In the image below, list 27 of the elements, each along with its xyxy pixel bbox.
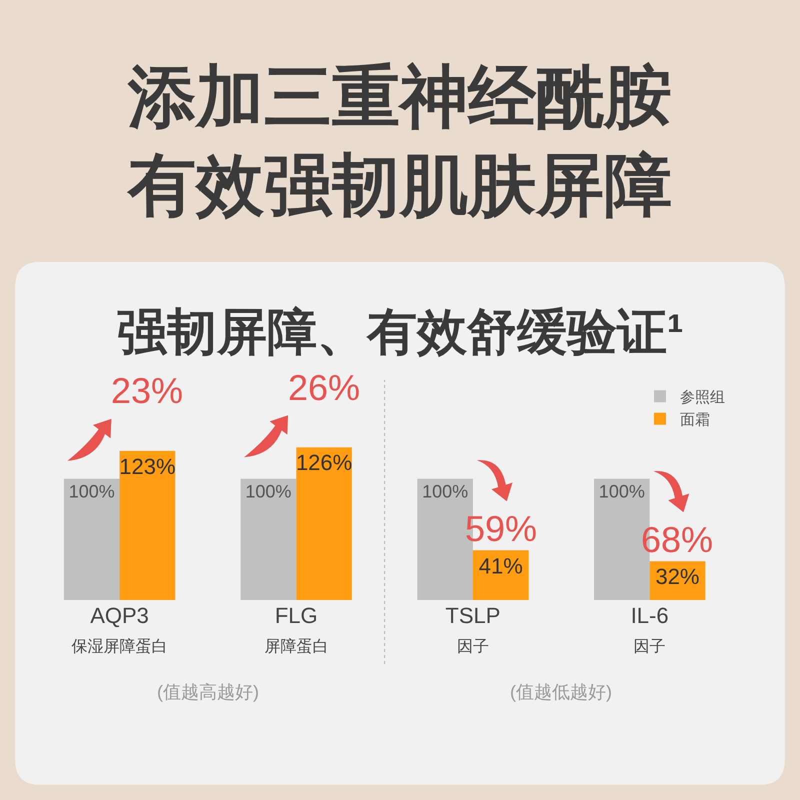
annotation: 23% xyxy=(111,370,184,411)
x-tick-label: TSLP 因子 xyxy=(445,603,500,656)
data-label: 100% xyxy=(68,482,115,502)
chart-subtitle: 强韧屏障、有效舒缓验证¹ xyxy=(117,304,684,360)
chart-title: 添加三重神经酰胺有效强韧肌肤屏障 xyxy=(126,59,672,224)
annotation: 26% xyxy=(288,367,360,408)
bar xyxy=(64,478,120,600)
data-label: 32% xyxy=(655,564,700,590)
data-label: 41% xyxy=(478,553,523,578)
bar xyxy=(472,550,529,600)
annotation: 68% xyxy=(641,519,714,560)
legend-label: 面霜 xyxy=(680,412,710,429)
x-tick-label: AQP3 保湿屏障蛋白 xyxy=(72,603,168,656)
data-label: 100% xyxy=(598,482,645,502)
bar xyxy=(296,447,352,600)
x-tick-label: IL-6 因子 xyxy=(630,603,669,656)
bar xyxy=(120,450,176,600)
legend-label: 参照组 xyxy=(680,389,725,406)
bar xyxy=(240,478,296,600)
text: (值越低越好) xyxy=(510,682,612,702)
data-label: 100% xyxy=(245,482,292,502)
data-label: 123% xyxy=(119,454,176,479)
data-label: 126% xyxy=(296,450,352,476)
annotation: 59% xyxy=(465,508,538,549)
text: (值越高越好) xyxy=(157,682,259,702)
data-label: 100% xyxy=(422,482,468,502)
x-tick-label: FLG 屏障蛋白 xyxy=(264,603,328,656)
